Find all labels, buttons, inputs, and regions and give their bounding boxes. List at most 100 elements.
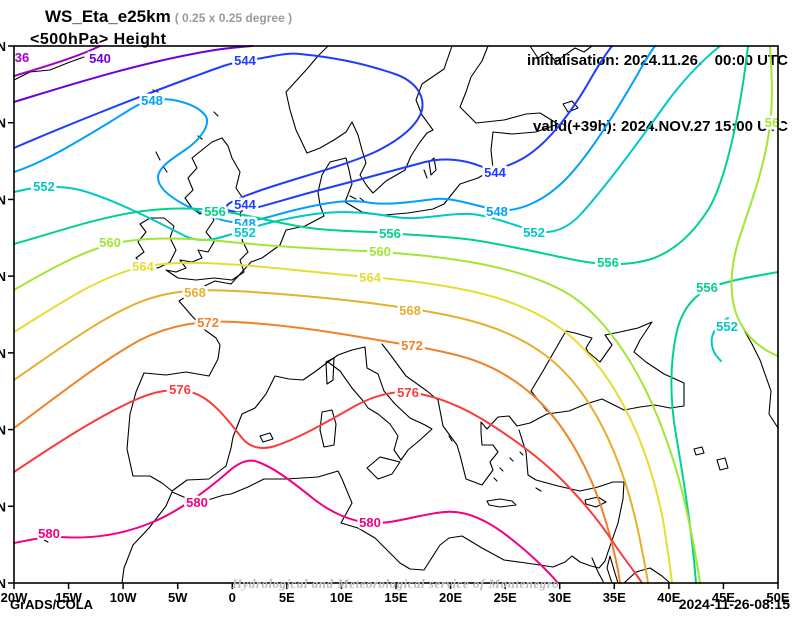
island-coastline (43, 451, 524, 543)
coastline (381, 321, 685, 486)
contour-label-540: 540 (89, 51, 111, 66)
contour-572 (13, 320, 621, 584)
island-coastline (428, 157, 437, 176)
coastline (591, 555, 671, 584)
y-tick-label: N (0, 192, 6, 207)
contour-536 (13, 45, 101, 77)
contour-540 (13, 45, 253, 103)
x-tick-label: 5W (168, 590, 188, 605)
island-coastline (716, 457, 729, 471)
island-coastline (693, 446, 705, 456)
y-tick-label: N (0, 423, 6, 438)
y-tick-label: N (0, 116, 6, 131)
contour-label-580: 580 (38, 526, 60, 541)
contour-556 (670, 271, 779, 584)
model-name: WS_Eta_e25km (45, 7, 171, 26)
contour-544 (13, 45, 613, 213)
coastline (327, 346, 433, 461)
contour-label-564: 564 (132, 259, 154, 274)
x-tick-label: 35E (603, 590, 626, 605)
contours-layer (13, 45, 779, 584)
x-tick-label: 40E (657, 590, 680, 605)
coastline (13, 56, 85, 81)
watermark-text: Hydrological and Meteorological service … (231, 576, 559, 591)
y-tick-label: N (0, 269, 6, 284)
y-tick-label: N (0, 346, 6, 361)
x-tick-label: 20W (1, 590, 28, 605)
contour-label-556: 556 (204, 204, 226, 219)
coastline (135, 217, 177, 269)
island-coastline (349, 169, 542, 492)
contour-label-560: 560 (369, 244, 391, 259)
contour-label-552: 552 (234, 225, 256, 240)
contour-label-560: 56 (765, 115, 779, 130)
contour-label-576: 576 (397, 385, 419, 400)
contour-label-548: 548 (141, 93, 163, 108)
contour-580 (13, 459, 559, 584)
contour-label-556: 556 (696, 280, 718, 295)
island-coastline (259, 432, 274, 443)
contour-label-548: 548 (486, 204, 508, 219)
contour-label-552: 552 (33, 179, 55, 194)
contour-556 (13, 45, 749, 266)
contour-label-548: 548 (234, 216, 256, 231)
creation-timestamp: 2024-11-26-08:15 (678, 596, 790, 612)
x-tick-label: 30E (548, 590, 571, 605)
x-tick-label: 5E (279, 590, 295, 605)
contour-label-564: 564 (359, 270, 381, 285)
field-title: <500hPa> Height (30, 31, 167, 48)
y-tick-label: N (0, 39, 6, 54)
grads-credit: GrADS/COLA (10, 597, 94, 612)
x-tick-label: 25E (494, 590, 517, 605)
contour-label-544: 544 (484, 165, 506, 180)
x-tick-label: 15E (384, 590, 407, 605)
coastline (121, 429, 625, 584)
island-coastline (486, 498, 517, 508)
contour-548 (13, 45, 656, 224)
init-time-line: initialisation: 2024.11.26. 00:00 UTC (527, 52, 788, 69)
contour-label-536: 36 (15, 50, 29, 65)
y-tick-label: N (0, 576, 6, 591)
contour-label-552: 552 (523, 225, 545, 240)
coastlines-layer (13, 45, 779, 584)
island-coastline (366, 456, 401, 480)
coastline (529, 45, 593, 63)
contour-564 (13, 261, 673, 584)
contour-label-544: 544 (234, 53, 256, 68)
contour-label-580: 580 (359, 515, 381, 530)
x-tick-label: 15W (55, 590, 82, 605)
model-resolution: ( 0.25 x 0.25 degree ) (174, 11, 293, 25)
coastline (250, 45, 559, 263)
plot-border (13, 45, 779, 584)
contour-label-568: 568 (184, 285, 206, 300)
contour-label-568: 568 (399, 303, 421, 318)
contour-label-560: 560 (99, 235, 121, 250)
y-tick-label: N (0, 499, 6, 514)
coastline (165, 137, 249, 281)
x-tick-label: 10W (110, 590, 137, 605)
contour-560 (13, 237, 701, 584)
contour-label-556: 556 (597, 255, 619, 270)
x-tick-label: 50E (766, 590, 789, 605)
contour-560 (730, 45, 779, 357)
contour-label-580: 580 (186, 495, 208, 510)
contour-label-544: 544 (234, 197, 256, 212)
contour-label-552: 552 (716, 319, 738, 334)
coastline (743, 329, 779, 429)
x-tick-label: 20E (439, 590, 462, 605)
island-coastline (319, 409, 337, 448)
island-coastline (562, 100, 579, 113)
contour-label-576: 576 (169, 382, 191, 397)
axes-layer: 20W 15W 10W 5W 0 5E 10E 15E 20E 25E 30E 35E 40E 45E 50… (0, 39, 790, 605)
contour-552 (13, 45, 721, 241)
contour-label-572: 572 (197, 315, 219, 330)
contour-568 (13, 289, 649, 584)
island-coastline (325, 357, 335, 385)
x-tick-label: 10E (330, 590, 353, 605)
contour-label-572: 572 (401, 338, 423, 353)
header-left: WS_Eta_e25km( 0.25 x 0.25 degree ) <500h… (30, 6, 292, 51)
x-tick-label: 0 (229, 590, 236, 605)
